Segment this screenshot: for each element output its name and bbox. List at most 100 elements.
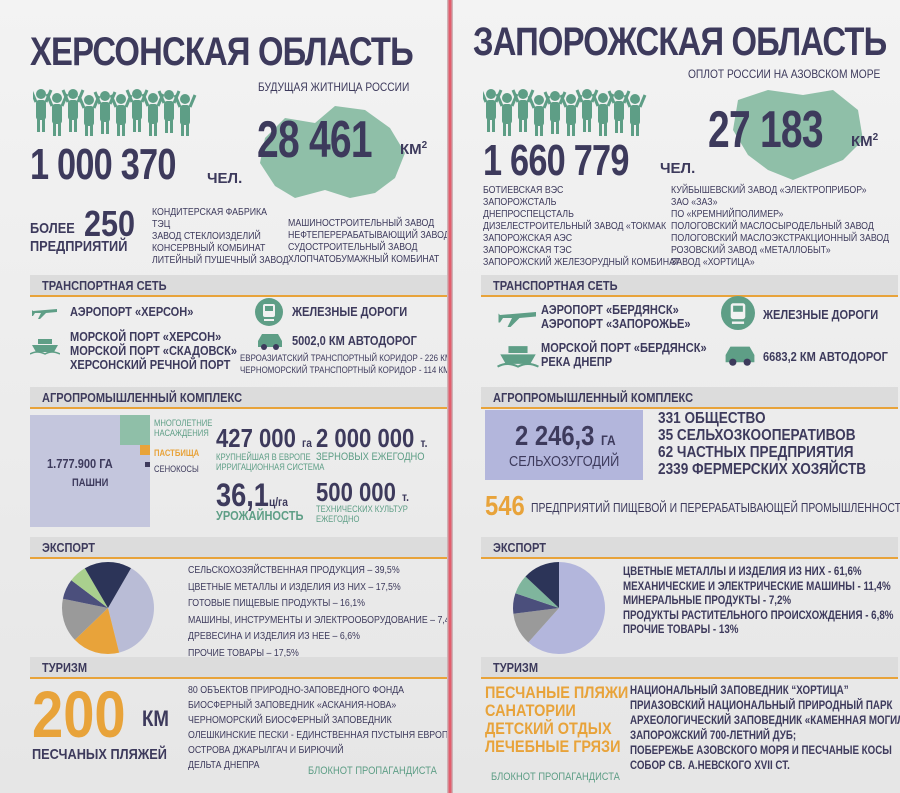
food-text: ПРЕДПРИЯТИЙ ПИЩЕВОЙ И ПЕРЕРАБАТЫВАЮЩЕЙ П… bbox=[531, 500, 900, 515]
agro-lines: 331 ОБЩЕСТВО 35 СЕЛЬХОЗКООПЕРАТИВОВ 62 Ч… bbox=[658, 410, 900, 478]
zaporozhye-roads: 6683,2 КМ АВТОДОРОГ bbox=[763, 349, 888, 364]
yield-value: 36,1ц/га bbox=[216, 477, 288, 513]
perennial-line: МНОГОЛЕТНИЕ bbox=[154, 418, 213, 428]
tech-line: ежегодно bbox=[316, 514, 360, 524]
kherson-export-list: Сельскохозяйственная продукция – 39,5% Ц… bbox=[188, 563, 447, 662]
corridor-item: Евроазиатский транспортный коридор - 226… bbox=[240, 353, 447, 363]
kherson-enterprises-number: 250 bbox=[84, 203, 136, 244]
highlight-item: ЛЕЧЕБНЫЕ ГРЯЗИ bbox=[485, 737, 621, 756]
car-icon bbox=[258, 334, 282, 350]
tourism-item: Острова Джарылгач и Бирючий bbox=[188, 745, 344, 756]
irrigation-text: Крупнейшая в Европе ирригационная систем… bbox=[216, 452, 324, 472]
people-icon bbox=[33, 87, 197, 136]
list-item: ПО «Кремнийполимер» bbox=[671, 209, 784, 220]
list-item: Завод «Хортица» bbox=[671, 257, 755, 268]
beach-label: ПЕСЧАНЫХ ПЛЯЖЕЙ bbox=[32, 746, 167, 763]
port-item: МОРСКОЙ ПОРТ «ХЕРСОН» bbox=[70, 329, 222, 344]
list-item: Пологовский маслосыродельный завод bbox=[671, 221, 874, 232]
agro-line: 35 СЕЛЬХОЗКООПЕРАТИВОВ bbox=[658, 427, 856, 444]
list-item: Ботиевская ВЭС bbox=[483, 185, 564, 196]
perennial-label: МНОГОЛЕТНИЕ НАСАЖДЕНИЯ bbox=[154, 418, 212, 438]
tourism-item: Биосферный заповедник «Аскания-Нова» bbox=[188, 700, 397, 711]
export-item: Прочие товары - 13% bbox=[623, 624, 739, 636]
hayfield-square bbox=[145, 462, 150, 467]
airplane-icon bbox=[32, 309, 57, 319]
zaporozhye-map-icon bbox=[733, 90, 863, 180]
car-icon bbox=[725, 346, 755, 366]
export-item: Машины, инструменты и электрооборудовани… bbox=[188, 614, 447, 626]
food-value: 546 bbox=[485, 490, 525, 521]
tourism-item: Побережье Азовского моря и песчаные косы bbox=[630, 745, 892, 757]
list-item: Запорожский железорудный комбинат bbox=[483, 257, 680, 268]
tourism-item: Черноморский биосферный заповедник bbox=[188, 715, 392, 726]
agro-line: 331 ОБЩЕСТВО bbox=[658, 410, 766, 427]
zaporozhye-area: 27 183 bbox=[708, 101, 824, 159]
zaporozhye-ports: МОРСКОЙ ПОРТ «БЕРДЯНСК» РЕКА ДНЕПР bbox=[541, 341, 707, 369]
highlight-item: ДЕТСКИЙ ОТДЫХ bbox=[485, 719, 612, 738]
list-item: Хлопчатобумажный комбинат bbox=[288, 254, 440, 265]
zaporozhye-footer: БЛОКНОТ ПРОПАГАНДИСТА bbox=[491, 771, 620, 783]
pasture-label: ПАСТБИЩА bbox=[154, 448, 200, 458]
list-item: Машиностроительный завод bbox=[288, 218, 435, 229]
beach-unit: КМ bbox=[142, 706, 170, 731]
export-item: Продукты растительного происхождения - 6… bbox=[623, 609, 894, 622]
kherson-population: 1 000 370 bbox=[30, 140, 176, 189]
list-item: Пологовский маслоэкстракционный завод bbox=[671, 233, 890, 244]
port-item: МОРСКОЙ ПОРТ «БЕРДЯНСК» bbox=[541, 340, 707, 355]
zaporozhye-airports: АЭРОПОРТ «БЕРДЯНСК» АЭРОПОРТ «ЗАПОРОЖЬЕ» bbox=[541, 303, 691, 331]
panel-divider bbox=[447, 0, 453, 793]
kherson-population-unit: чел. bbox=[207, 170, 243, 187]
hayfield-label: СЕНОКОСЫ bbox=[154, 464, 199, 474]
pie-slice bbox=[62, 580, 108, 608]
list-item: Розовский завод «Металлобыт» bbox=[671, 245, 831, 256]
list-item: Запорожская АЭС bbox=[483, 233, 573, 244]
list-item: Куйбышевский завод «Электроприбор» bbox=[671, 185, 867, 196]
kherson-enterprises-label: предприятий bbox=[30, 238, 128, 255]
export-item: Прочие товары – 17,5% bbox=[188, 647, 299, 659]
kherson-enterprises-list-2: Машиностроительный завод Нефтеперерабаты… bbox=[288, 218, 447, 266]
kherson-export-pie bbox=[62, 562, 154, 654]
beach-value: 200 bbox=[32, 677, 126, 751]
kherson-area: 28 461 bbox=[257, 111, 373, 169]
zaporozhye-railways: ЖЕЛЕЗНЫЕ ДОРОГИ bbox=[763, 307, 879, 322]
kherson-railways: ЖЕЛЕЗНЫЕ ДОРОГИ bbox=[292, 304, 408, 319]
train-icon bbox=[255, 298, 283, 326]
arable-label: ПАШНИ bbox=[72, 477, 109, 489]
kherson-panel: ХЕРСОНСКАЯ ОБЛАСТЬ БУДУЩАЯ ЖИТНИЦА РОССИ… bbox=[0, 0, 447, 793]
yield-text: урожайность bbox=[216, 508, 304, 523]
arable-value: 1.777.900 ГА bbox=[47, 456, 113, 471]
zaporozhye-enterprises-list-1: Ботиевская ВЭС Запорожсталь Днепроспецст… bbox=[483, 185, 680, 269]
zaporozhye-area-unit: км2 bbox=[851, 132, 879, 150]
ship-icon bbox=[30, 339, 60, 355]
export-item: Древесина и изделия из нее – 6,6% bbox=[188, 631, 360, 642]
zaporozhye-population-unit: чел. bbox=[660, 160, 696, 177]
tourism-highlights: ПЕСЧАНЫЕ ПЛЯЖИ САНАТОРИИ ДЕТСКИЙ ОТДЫХ Л… bbox=[485, 684, 654, 756]
export-item: Минеральные продукты - 7,2% bbox=[623, 595, 792, 607]
list-item: Запорожсталь bbox=[483, 197, 557, 208]
export-item: Сельскохозяйственная продукция – 39,5% bbox=[188, 565, 400, 576]
tourism-item: Олешкинские пески - единственная пустыня… bbox=[188, 730, 447, 741]
highlight-item: ПЕСЧАНЫЕ ПЛЯЖИ bbox=[485, 683, 629, 702]
zaporozhye-subtitle: ОПЛОТ РОССИИ НА АЗОВСКОМ МОРЕ bbox=[688, 67, 881, 81]
kherson-title: ХЕРСОНСКАЯ ОБЛАСТЬ bbox=[30, 30, 414, 74]
agro-line: 62 ЧАСТНЫХ ПРЕДПРИЯТИЯ bbox=[658, 444, 854, 461]
list-item: Кондитерская фабрика bbox=[152, 207, 268, 218]
irrigation-line: Крупнейшая в Европе bbox=[216, 452, 311, 462]
pie-slice bbox=[71, 568, 108, 608]
zaporozhye-export-header: ЭКСПОРТ bbox=[481, 537, 898, 559]
pie-slice bbox=[513, 608, 559, 643]
kherson-transport-header: ТРАНСПОРТНАЯ СЕТЬ bbox=[30, 275, 447, 297]
highlight-item: САНАТОРИИ bbox=[485, 701, 576, 720]
tech-text: Технических культур ежегодно bbox=[316, 504, 408, 524]
airport-item: АЭРОПОРТ «БЕРДЯНСК» bbox=[541, 302, 679, 317]
tech-value: 500 000 т. bbox=[316, 477, 409, 507]
tourism-item: Археологический заповедник «Каменная Мог… bbox=[630, 715, 900, 727]
kherson-tourism-list: 80 объектов природно-заповедного фонда Б… bbox=[188, 683, 447, 773]
tech-line: Технических культур bbox=[316, 504, 408, 514]
kherson-tourism-header: ТУРИЗМ bbox=[30, 657, 447, 679]
pie-slice bbox=[515, 576, 559, 608]
irrigation-value: 427 000 га bbox=[216, 423, 312, 453]
list-item: Литейный пушечный завод bbox=[152, 255, 289, 266]
zaporozhye-export-pie bbox=[513, 562, 605, 654]
tourism-item: Дельта Днепра bbox=[188, 760, 260, 771]
